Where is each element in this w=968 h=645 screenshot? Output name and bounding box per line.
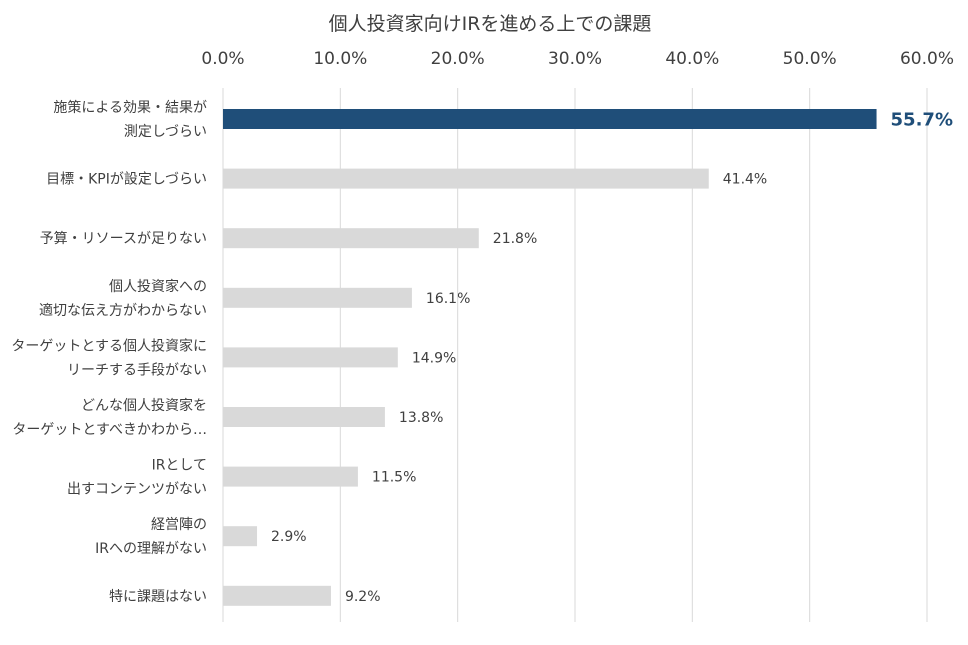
- chart-title: 個人投資家向けIRを進める上での課題: [329, 13, 652, 35]
- category-label: 施策による効果・結果が: [53, 99, 207, 116]
- category-label: 個人投資家への: [109, 278, 207, 295]
- bar: [223, 526, 258, 547]
- category-label: IRへの理解がない: [95, 541, 207, 557]
- x-tick-label: 0.0%: [201, 49, 244, 69]
- category-label: IRとして: [152, 458, 207, 474]
- category-label: どんな個人投資家を: [81, 397, 207, 414]
- category-label: 測定しづらい: [124, 124, 207, 140]
- value-label: 9.2%: [345, 589, 381, 605]
- category-label: 目標・KPIが設定しづらい: [46, 172, 207, 188]
- bar: [223, 287, 412, 308]
- value-label: 21.8%: [493, 231, 537, 247]
- x-tick-label: 40.0%: [665, 49, 719, 69]
- bar: [223, 407, 385, 427]
- bar: [223, 347, 398, 368]
- bar: [223, 168, 709, 189]
- category-label: 経営陣の: [151, 517, 207, 533]
- value-label: 41.4%: [723, 172, 767, 188]
- value-label: 16.1%: [426, 291, 470, 307]
- bar: [223, 228, 479, 249]
- value-label: 11.5%: [372, 470, 416, 486]
- category-labels: 施策による効果・結果が測定しづらい目標・KPIが設定しづらい予算・リソースが足り…: [11, 99, 207, 605]
- category-label: ターゲットとする個人投資家に: [11, 337, 207, 354]
- bar: [223, 585, 331, 606]
- category-label: 適切な伝え方がわからない: [39, 302, 207, 319]
- x-tick-label: 10.0%: [313, 49, 367, 69]
- x-tick-label: 50.0%: [783, 49, 837, 69]
- value-labels: 55.7% 41.4% 21.8% 16.1% 14.9% 13.8% 11.5% 2.9% 9…: [271, 110, 953, 605]
- bars: [223, 109, 877, 606]
- value-label: 55.7%: [891, 110, 953, 131]
- x-tick-label: 30.0%: [548, 49, 602, 69]
- category-label: 予算・リソースが足りない: [40, 231, 207, 247]
- x-axis-ticks: 0.0% 10.0% 20.0% 30.0% 40.0% 50.0% 60.0%: [201, 49, 954, 69]
- x-tick-label: 20.0%: [431, 49, 485, 69]
- value-label: 2.9%: [271, 529, 307, 545]
- bar: [223, 466, 358, 487]
- category-label: リーチする手段がない: [67, 362, 207, 378]
- x-tick-label: 60.0%: [900, 49, 954, 69]
- value-label: 13.8%: [399, 410, 443, 426]
- category-label: 出すコンテンツがない: [67, 482, 207, 498]
- category-label: ターゲットとすべきかわから…: [12, 422, 207, 438]
- value-label: 14.9%: [412, 350, 456, 366]
- bar: [223, 109, 877, 129]
- category-label: 特に課題はない: [109, 589, 207, 605]
